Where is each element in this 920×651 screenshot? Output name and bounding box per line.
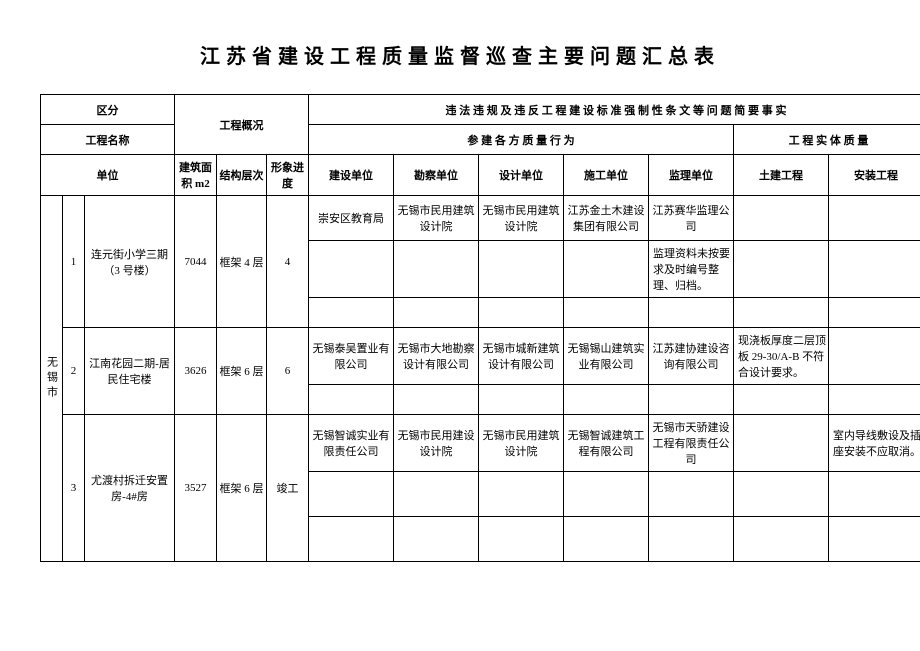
cell: [309, 385, 394, 415]
cell: [479, 298, 564, 328]
area: 3626: [175, 328, 217, 415]
cell: [479, 385, 564, 415]
struct: 框架 4 层: [217, 196, 267, 328]
hdr-constr: 施工单位: [564, 155, 649, 196]
cell: 无锡市民用建设设计院: [394, 415, 479, 472]
cell: [734, 472, 829, 517]
cell: 崇安区教育局: [309, 196, 394, 241]
hdr-civil: 土建工程: [734, 155, 829, 196]
cell: [479, 517, 564, 562]
cell: [829, 241, 920, 298]
idx: 2: [63, 328, 85, 415]
hdr-install: 安装工程: [829, 155, 920, 196]
cell: [649, 298, 734, 328]
cell: [649, 385, 734, 415]
cell: 无锡泰吴置业有限公司: [309, 328, 394, 385]
cell: 无锡市民用建筑设计院: [479, 415, 564, 472]
cell: [829, 328, 920, 385]
hdr-progress: 形象进度: [267, 155, 309, 196]
cell: 无锡锡山建筑实业有限公司: [564, 328, 649, 385]
hdr-projname: 工程名称: [41, 125, 175, 155]
cell: [309, 241, 394, 298]
hdr-violation: 违 法 违 规 及 违 反 工 程 建 设 标 准 强 制 性 条 文 等 问 …: [309, 95, 920, 125]
cell: [394, 298, 479, 328]
cell: 无锡市民用建筑设计院: [394, 196, 479, 241]
cell: 无锡智诚建筑工程有限公司: [564, 415, 649, 472]
progress: 4: [267, 196, 309, 328]
hdr-participants: 参 建 各 方 质 量 行 为: [309, 125, 734, 155]
hdr-sup: 监理单位: [649, 155, 734, 196]
cell: [734, 298, 829, 328]
cell: [829, 196, 920, 241]
cell: [564, 517, 649, 562]
cell: 现浇板厚度二层顶板 29-30/A-B 不符合设计要求。: [734, 328, 829, 385]
proj-name: 连元街小学三期（3 号楼）: [85, 196, 175, 328]
cell: [394, 472, 479, 517]
proj-name: 尤渡村拆迁安置房-4#房: [85, 415, 175, 562]
cell: [479, 472, 564, 517]
page-title: 江苏省建设工程质量监督巡查主要问题汇总表: [40, 40, 880, 69]
cell: [649, 472, 734, 517]
cell: [309, 472, 394, 517]
progress: 竣工: [267, 415, 309, 562]
cell: [649, 517, 734, 562]
hdr-design: 设计单位: [479, 155, 564, 196]
cell: 江苏建协建设咨询有限公司: [649, 328, 734, 385]
cell: [394, 241, 479, 298]
cell: 江苏金土木建设集团有限公司: [564, 196, 649, 241]
hdr-overview: 工程概况: [175, 95, 309, 155]
hdr-area: 建筑面积 m2: [175, 155, 217, 196]
struct: 框架 6 层: [217, 328, 267, 415]
cell: 监理资料未按要求及时编号整理、归档。: [649, 241, 734, 298]
cell: 无锡市天骄建设工程有限责任公司: [649, 415, 734, 472]
cell: [309, 298, 394, 328]
idx: 1: [63, 196, 85, 328]
cell: [734, 415, 829, 472]
main-table: 区分 工程概况 违 法 违 规 及 违 反 工 程 建 设 标 准 强 制 性 …: [40, 94, 920, 562]
cell: [394, 385, 479, 415]
cell: [394, 517, 479, 562]
progress: 6: [267, 328, 309, 415]
cell: [829, 517, 920, 562]
cell: [829, 472, 920, 517]
cell: [479, 241, 564, 298]
cell: [564, 241, 649, 298]
table-row: 2 江南花园二期-居民住宅楼 3626 框架 6 层 6 无锡泰吴置业有限公司 …: [41, 328, 920, 385]
cell: [734, 517, 829, 562]
table-row: 3 尤渡村拆迁安置房-4#房 3527 框架 6 层 竣工 无锡智诚实业有限责任…: [41, 415, 920, 472]
cell: [829, 385, 920, 415]
cell: 江苏赛华监理公司: [649, 196, 734, 241]
cell: 无锡市大地勘察设计有限公司: [394, 328, 479, 385]
hdr-unit: 单位: [41, 155, 175, 196]
hdr-entity: 工 程 实 体 质 量: [734, 125, 920, 155]
city-cell: 无锡市: [41, 196, 63, 562]
hdr-survey: 勘察单位: [394, 155, 479, 196]
hdr-struct: 结构层次: [217, 155, 267, 196]
cell: [734, 241, 829, 298]
cell: [309, 517, 394, 562]
cell: 无锡市城新建筑设计有限公司: [479, 328, 564, 385]
struct: 框架 6 层: [217, 415, 267, 562]
hdr-build: 建设单位: [309, 155, 394, 196]
cell: 无锡智诚实业有限责任公司: [309, 415, 394, 472]
cell: [734, 196, 829, 241]
table-row: 无锡市 1 连元街小学三期（3 号楼） 7044 框架 4 层 4 崇安区教育局…: [41, 196, 920, 241]
cell: [829, 298, 920, 328]
area: 7044: [175, 196, 217, 328]
cell: 室内导线敷设及插座安装不应取消。: [829, 415, 920, 472]
hdr-region: 区分: [41, 95, 175, 125]
cell: [564, 472, 649, 517]
cell: [734, 385, 829, 415]
proj-name: 江南花园二期-居民住宅楼: [85, 328, 175, 415]
idx: 3: [63, 415, 85, 562]
cell: [564, 385, 649, 415]
cell: [564, 298, 649, 328]
cell: 无锡市民用建筑设计院: [479, 196, 564, 241]
area: 3527: [175, 415, 217, 562]
